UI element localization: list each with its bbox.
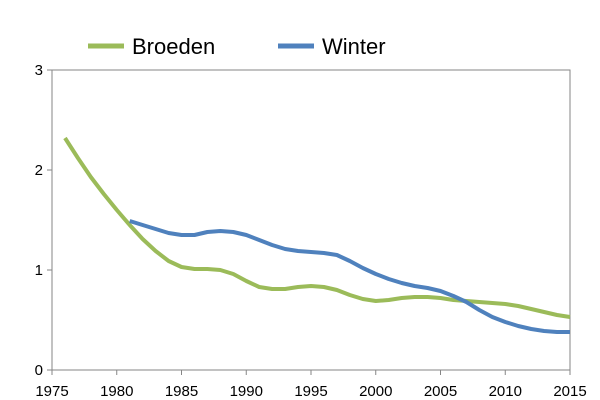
y-tick-label: 3 (35, 62, 43, 79)
axes: 0 1 2 3 1975 1980 1985 1990 1995 2000 2005 2010 2015 (35, 62, 587, 400)
x-tick-label: 1980 (100, 383, 133, 400)
x-tick-label: 1985 (165, 383, 198, 400)
y-tick-label: 1 (35, 262, 43, 279)
x-tick-label: 2000 (359, 383, 392, 400)
x-tick-label: 2010 (489, 383, 522, 400)
x-tick-label: 2015 (553, 383, 586, 400)
x-tick-label: 2005 (424, 383, 457, 400)
legend: Broeden Winter (88, 34, 386, 59)
plot-area-border (51, 69, 571, 371)
legend-label-broeden: Broeden (132, 34, 215, 59)
y-tick-label: 2 (35, 162, 43, 179)
x-tick-label: 1990 (230, 383, 263, 400)
series-line-winter (129, 219, 570, 334)
x-tick-label: 1995 (294, 383, 327, 400)
x-tick-label: 1975 (35, 383, 68, 400)
y-tick-label: 0 (35, 362, 43, 379)
legend-label-winter: Winter (322, 34, 386, 59)
series-layer (63, 136, 571, 334)
series-line-broeden (63, 136, 571, 319)
